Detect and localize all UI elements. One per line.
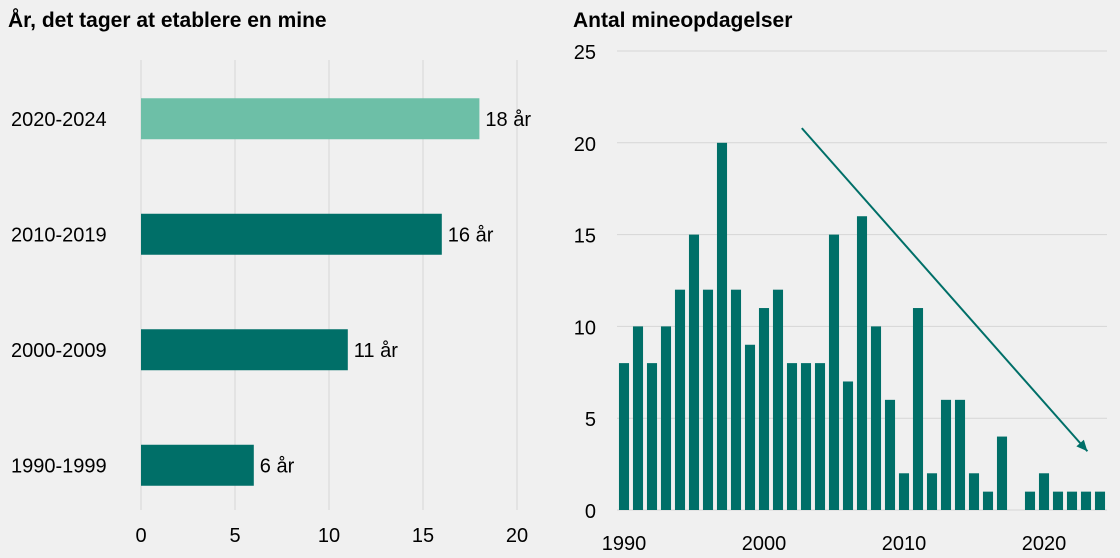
right-bar [856,216,868,511]
left-data-labels: 18 år 16 år 11 år 6 år [260,109,532,478]
left-bars [141,98,480,486]
left-chart-title: År, det tager at etablere en mine [8,8,327,32]
right-bar [702,289,714,510]
right-x-tick-label: 2020 [1022,533,1067,555]
left-data-label: 18 år [485,109,531,131]
left-x-tick-label: 20 [506,525,528,547]
right-bar [1052,491,1064,510]
right-x-tick-labels: 1990 2000 2010 2020 [602,533,1067,555]
right-bar [940,399,952,510]
right-y-tick-label: 10 [574,317,596,339]
right-bar [926,473,938,510]
right-bar [618,363,630,510]
right-x-tick-label: 2000 [742,533,787,555]
right-chart-mine-discoveries: Antal mineopdagelser 0 5 10 15 20 25 1990 2000… [573,9,1107,555]
right-bar [660,326,672,510]
right-bar [744,344,756,510]
left-category-label: 2000-2009 [11,340,107,362]
right-bars [618,142,1106,511]
left-data-label: 6 år [260,455,295,477]
right-bar [772,289,784,510]
right-y-tick-label: 0 [585,501,596,523]
left-bar [141,213,442,255]
right-bar [1094,491,1106,510]
right-bar [968,473,980,510]
trend-arrow-head-icon [1076,439,1088,452]
left-data-label: 11 år [354,340,398,362]
right-bar [646,363,658,510]
right-bar [632,326,644,510]
right-y-tick-label: 5 [585,409,596,431]
right-bar [982,491,994,510]
left-category-label: 2010-2019 [11,224,107,246]
left-category-label: 1990-1999 [11,455,107,477]
trend-arrow-annotation [801,127,1089,452]
right-bar [1038,473,1050,510]
right-x-tick-label: 1990 [602,533,647,555]
right-bar [954,399,966,510]
right-bar [674,289,686,510]
right-bar [730,289,742,510]
left-x-tick-label: 5 [229,525,240,547]
right-bar [800,363,812,510]
left-chart-years-to-establish-mine: År, det tager at etablere en mine 2020-2… [8,8,531,547]
right-y-tick-labels: 0 5 10 15 20 25 [574,42,596,523]
right-bar [996,436,1008,510]
right-bar [716,142,728,511]
right-y-tick-label: 20 [574,134,596,156]
right-bar [884,399,896,510]
right-bar [842,381,854,510]
left-bar [141,98,480,140]
right-bar [870,326,882,510]
right-bar [1080,491,1092,510]
left-bar [141,444,254,486]
right-chart-title: Antal mineopdagelser [573,9,792,32]
left-category-labels: 2020-2024 2010-2019 2000-2009 1990-1999 [11,109,107,478]
right-y-tick-label: 15 [574,226,596,248]
right-x-tick-label: 2010 [882,533,927,555]
right-bar [1066,491,1078,510]
left-data-label: 16 år [448,224,494,246]
left-category-label: 2020-2024 [11,109,107,131]
left-x-tick-label: 10 [318,525,340,547]
right-bar [828,234,840,510]
right-bar [758,308,770,510]
right-y-tick-label: 25 [574,42,596,64]
right-bar [688,234,700,510]
right-bar [814,363,826,510]
trend-arrow-line [801,127,1089,452]
right-bar [912,308,924,510]
left-x-tick-label: 0 [135,525,146,547]
right-bar [1024,491,1036,510]
right-bar [786,363,798,510]
right-bar [898,473,910,510]
left-x-tick-label: 15 [412,525,434,547]
left-x-tick-labels: 0 5 10 15 20 [135,525,528,547]
left-bar [141,329,348,371]
